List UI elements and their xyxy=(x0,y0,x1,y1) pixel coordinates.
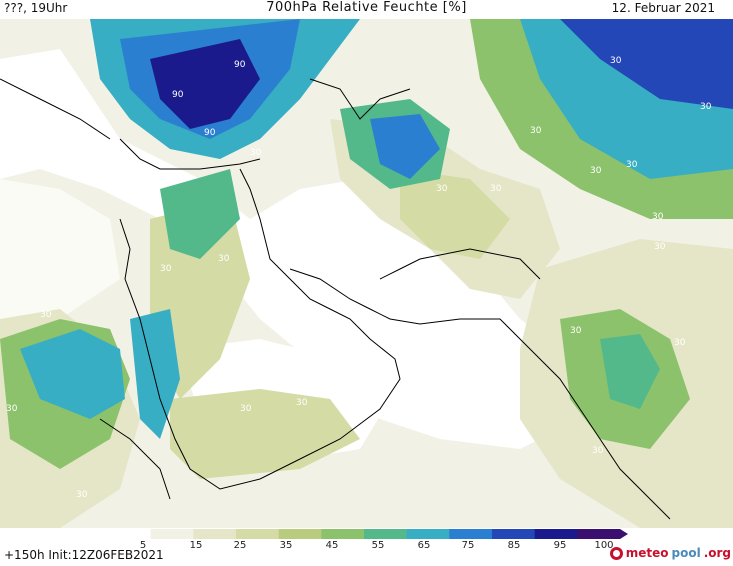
humid-region-syria xyxy=(160,169,240,259)
contour-label: 30 xyxy=(652,212,664,222)
colorbar-segment xyxy=(108,529,152,539)
contour-label: 30 xyxy=(674,338,686,348)
colorbar-segment xyxy=(449,529,493,539)
wet-region-redsea xyxy=(130,309,180,439)
valid-time: ???, 19Uhr xyxy=(4,1,68,15)
wet-region-africa xyxy=(20,329,125,419)
contour-label: 90 xyxy=(172,90,184,100)
map-title: 700hPa Relative Feuchte [%] xyxy=(266,0,467,15)
colorbar-tick-label: 65 xyxy=(417,540,431,551)
colorbar-tick-label: 55 xyxy=(371,540,385,551)
contour-label: 30 xyxy=(160,264,172,274)
colorbar-tick-label: 45 xyxy=(325,540,339,551)
colorbar-segment xyxy=(150,529,194,539)
meteopool-logo: meteo pool .org xyxy=(609,546,731,560)
forecast-date: 12. Februar 2021 xyxy=(611,1,715,15)
colorbar-tick-label: 85 xyxy=(507,540,521,551)
contour-label: 30 xyxy=(178,172,190,182)
contour-label: 30 xyxy=(590,166,602,176)
contour-label: 30 xyxy=(218,254,230,264)
contour-label: 30 xyxy=(530,126,542,136)
moist-region-yemen xyxy=(170,389,360,479)
contour-label: 30 xyxy=(592,446,604,456)
logo-text-meteo: meteo xyxy=(625,546,669,560)
colorbar-segment xyxy=(321,529,365,539)
colorbar-tick-label: 15 xyxy=(189,540,203,551)
colorbar-ticks: 5 15 25 35 45 55 65 75 85 95 100 xyxy=(108,540,628,554)
contour-label: 30 xyxy=(490,184,502,194)
moist-region-afghanistan xyxy=(400,169,510,259)
logo-text-pool: pool xyxy=(671,546,701,560)
contour-labels: 30 30 30 30 30 30 30 30 30 30 30 30 30 3… xyxy=(6,56,712,500)
wet-region-caspian xyxy=(370,114,440,179)
coastlines xyxy=(0,78,671,520)
contour-label: 30 xyxy=(250,148,262,158)
colorbar-tick-label: 25 xyxy=(233,540,247,551)
colorbar-tick-label: 95 xyxy=(553,540,567,551)
contour-label: 30 xyxy=(40,310,52,320)
colorbar-tick-label: 35 xyxy=(279,540,293,551)
colorbar-segment xyxy=(193,529,237,539)
contour-label: 30 xyxy=(654,242,666,252)
contour-label: 30 xyxy=(700,102,712,112)
very-wet-band-northeast xyxy=(560,19,733,109)
colorbar-tick-label: 75 xyxy=(461,540,475,551)
dry-region-west xyxy=(0,179,120,319)
colorbar-segment xyxy=(577,529,621,539)
contour-label: 30 xyxy=(76,490,88,500)
header: ???, 19Uhr 700hPa Relative Feuchte [%] 1… xyxy=(0,0,733,18)
colorbar-extend-arrow xyxy=(620,529,628,539)
map-canvas: 30 30 30 30 30 30 30 30 30 30 30 30 30 3… xyxy=(0,19,733,528)
colorbar-segment xyxy=(406,529,450,539)
contour-label: 90 xyxy=(234,60,246,70)
contour-label: 30 xyxy=(436,184,448,194)
contour-label: 30 xyxy=(240,404,252,414)
contour-label: 90 xyxy=(204,128,216,138)
contour-label: 30 xyxy=(570,326,582,336)
colorbar-segment xyxy=(534,529,578,539)
dry-region-center xyxy=(0,49,580,449)
logo-icon xyxy=(609,546,623,560)
colorbar-segment xyxy=(236,529,280,539)
colorbar-tick-label: 100 xyxy=(594,540,614,551)
contour-label: 30 xyxy=(626,160,638,170)
colorbar-segment xyxy=(492,529,536,539)
colorbar-segment xyxy=(364,529,408,539)
contour-label: 30 xyxy=(6,60,18,70)
saturated-core-turkey xyxy=(150,39,260,129)
contour-label: 30 xyxy=(6,404,18,414)
colorbar-tick-label: 5 xyxy=(139,540,147,551)
humid-core-india xyxy=(600,334,660,409)
colorbar xyxy=(108,529,628,539)
humidity-map: 30 30 30 30 30 30 30 30 30 30 30 30 30 3… xyxy=(0,19,733,528)
contour-label: 30 xyxy=(610,56,622,66)
forecast-init: +150h Init:12Z06FEB2021 xyxy=(4,548,164,562)
contour-label: 30 xyxy=(296,398,308,408)
colorbar-segment xyxy=(278,529,322,539)
logo-text-org: .org xyxy=(703,546,731,560)
